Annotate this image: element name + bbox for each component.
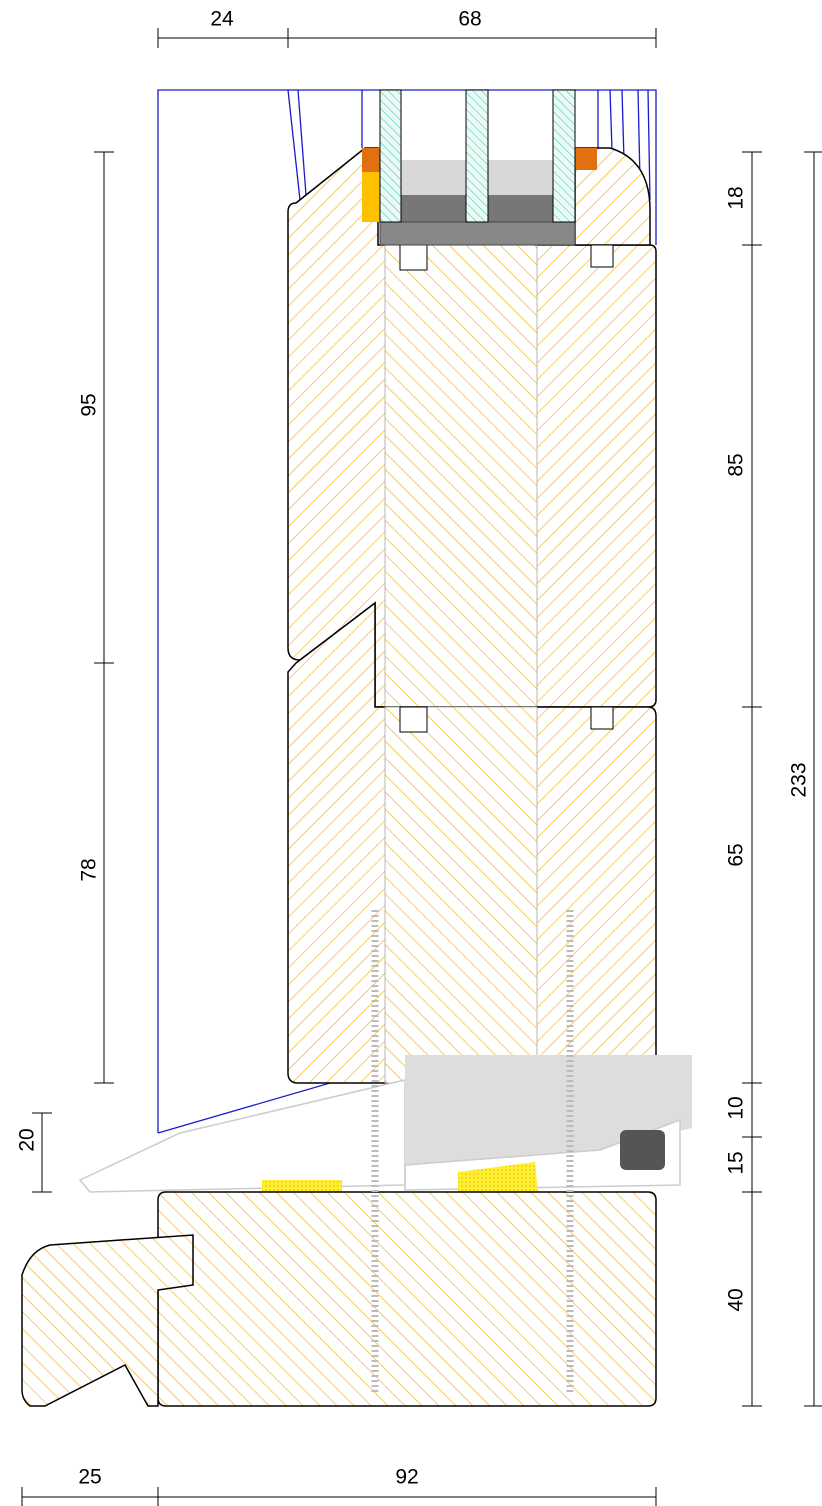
dimension-label: 20	[16, 1128, 39, 1151]
upper-sash	[287, 147, 657, 708]
dimension-label: 18	[725, 186, 748, 209]
dimension-label: 92	[395, 1466, 418, 1489]
dimension-lines	[21, 28, 822, 1506]
dimension-label: 95	[78, 393, 101, 416]
dimension-label: 78	[78, 858, 101, 881]
dimension-label: 25	[78, 1466, 101, 1489]
dimension-label: 233	[788, 762, 811, 797]
dimension-label: 15	[725, 1151, 748, 1174]
screws	[371, 910, 574, 1395]
dimension-label: 10	[725, 1096, 748, 1119]
dimension-label: 40	[725, 1288, 748, 1311]
sill-profile	[78, 1055, 692, 1193]
dimension-label: 85	[725, 453, 748, 476]
dimension-label: 24	[210, 8, 234, 31]
bottom-frame	[21, 1191, 657, 1407]
glazing	[362, 89, 597, 246]
dimension-label: 68	[458, 8, 481, 31]
dimension-label: 65	[725, 843, 748, 866]
lower-sash	[287, 601, 657, 1084]
